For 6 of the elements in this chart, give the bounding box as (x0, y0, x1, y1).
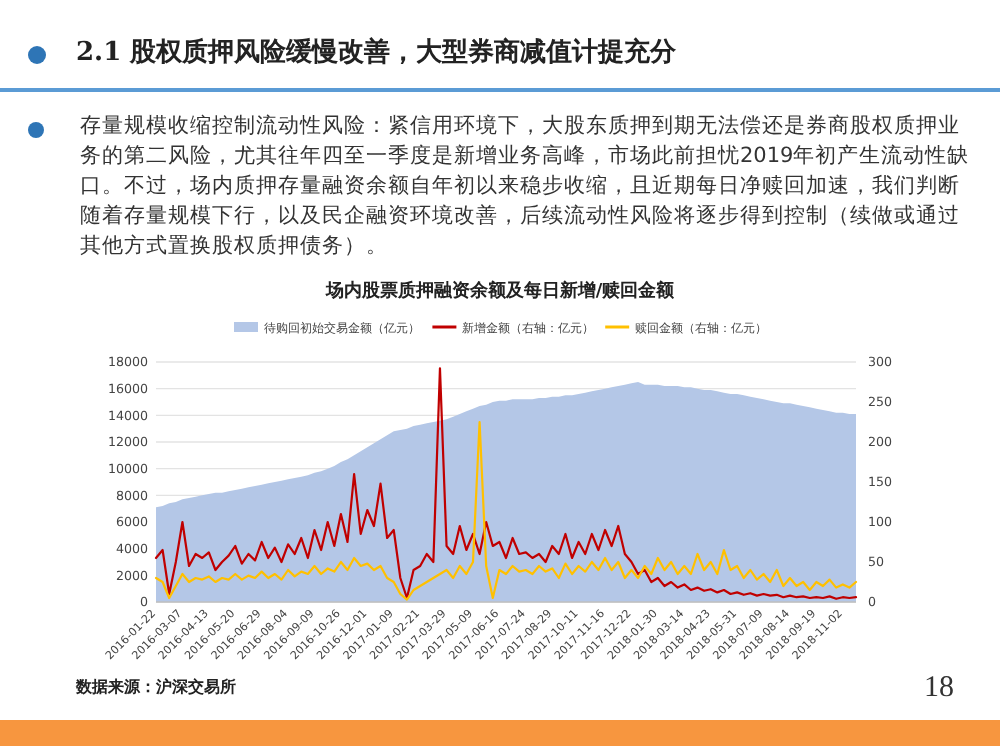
line-series (154, 420, 858, 601)
text: 18 (924, 672, 954, 706)
source-note: 数据来源：沪深交易所 (76, 676, 236, 698)
text: 存量规模收缩控制流动性风险：紧信用环境下，大股东质押到期无法偿还是券商股权质押业务的第二风险，尤其往年四至一季度是新增业务高峰，市场此前担忧2019年初产生流动性缺口。不过，场内质押存量融资余额自年初以来稳步收缩，且近期每日净赎回加速，我们判断随着存量规模下行，以及民企融资环境改善，后续流动性风险将逐步得到控制（续做或通过其他方式置换股权质押债务）。 (80, 112, 972, 262)
text: 2.1 股权质押风险缓慢改善，大型券商减值计提充分 (76, 35, 677, 70)
chart-title: 场内股票质押融资余额及每日新增/赎回金额 (323, 280, 677, 302)
